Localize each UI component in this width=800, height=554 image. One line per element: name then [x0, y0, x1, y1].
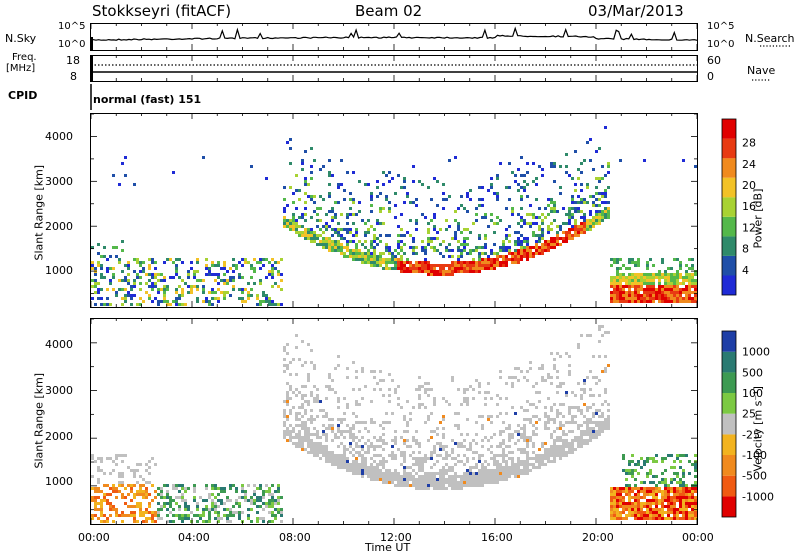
noise-left-tick-top: 10^5	[58, 21, 86, 32]
velocity-heatmap-cells	[91, 325, 697, 523]
power-colorbar-swatch	[722, 138, 736, 159]
velocity-colorbar-swatch	[722, 372, 736, 393]
velocity-ytick-1000: 1000	[45, 475, 73, 488]
velocity-colorbar-frame	[721, 330, 737, 518]
power-colorbar-swatch	[722, 255, 736, 276]
power-colorbar-tick: 16	[742, 200, 756, 213]
velocity-ytick-3000: 3000	[45, 384, 73, 397]
power-ytick-2000: 2000	[45, 220, 73, 233]
noise-sky-trace	[90, 26, 698, 41]
velocity-colorbar-swatch	[722, 413, 736, 435]
power-ytick-1000: 1000	[45, 264, 73, 277]
cpid-label: CPID	[8, 89, 38, 102]
velocity-ytick-2000: 2000	[45, 430, 73, 443]
power-colorbar-tick: 24	[742, 158, 756, 171]
power-colorbar-tick: 8	[742, 243, 749, 256]
noise-right-tick-top: 10^5	[707, 21, 735, 32]
power-ytick-4000: 4000	[45, 130, 73, 143]
power-colorbar-swatch	[722, 216, 736, 237]
power-heatmap-cells	[91, 126, 697, 306]
velocity-colorbar-tick: 25	[742, 408, 756, 421]
cpid-value: normal (fast) 151	[93, 93, 202, 106]
freq-label-1: Freq.	[12, 52, 37, 63]
velocity-colorbar-tick: -1000	[742, 490, 774, 503]
velocity-colorbar-swatch	[722, 475, 736, 497]
velocity-colorbar-swatch	[722, 351, 736, 373]
velocity-ytick-4000: 4000	[45, 338, 73, 351]
date-title: 03/Mar/2013	[588, 2, 684, 20]
noise-search-label: N.Search	[745, 32, 795, 45]
freq-tick-bottom: 8	[70, 70, 77, 83]
nave-tick-top: 60	[707, 54, 721, 67]
power-colorbar-swatch	[722, 236, 736, 256]
velocity-colorbar-tick: -25	[742, 428, 760, 441]
power-colorbar-tick: 28	[742, 137, 756, 150]
power-colorbar-tick: 12	[742, 221, 756, 234]
power-colorbar-tick: 20	[742, 179, 756, 192]
power-ytick-3000: 3000	[45, 175, 73, 188]
power-colorbar-tick: 4	[742, 264, 749, 277]
velocity-colorbar-swatch	[722, 455, 736, 476]
time-tick-3: 12:00	[380, 531, 412, 544]
velocity-colorbar-swatch	[722, 434, 736, 455]
nave-label: Nave	[747, 64, 776, 77]
velocity-colorbar-swatch	[722, 496, 736, 517]
time-tick-1: 04:00	[178, 531, 210, 544]
velocity-colorbar-tick: -100	[742, 449, 767, 462]
velocity-colorbar-tick: 500	[742, 366, 763, 379]
power-colorbar-swatch	[722, 197, 736, 217]
time-tick-6: 00:00	[682, 531, 714, 544]
freq-label-2: [MHz]	[6, 63, 36, 74]
time-axis-label: Time UT	[365, 541, 411, 554]
power-colorbar-frame	[721, 118, 737, 296]
freq-tick-top: 18	[66, 54, 80, 67]
noise-sky-label: N.Sky	[5, 32, 37, 45]
power-colorbar-swatch	[722, 119, 736, 139]
velocity-colorbar-swatch	[722, 331, 736, 352]
power-colorbar-swatch	[722, 177, 736, 198]
nave-tick-bottom: 0	[707, 70, 714, 83]
time-tick-5: 20:00	[582, 531, 614, 544]
power-colorbar-swatch	[722, 275, 736, 295]
velocity-colorbar-tick: -500	[742, 470, 767, 483]
velocity-colorbar-tick: 1000	[742, 346, 770, 359]
time-tick-2: 08:00	[279, 531, 311, 544]
power-colorbar-swatch	[722, 158, 736, 178]
time-tick-0: 00:00	[78, 531, 110, 544]
velocity-colorbar-swatch	[722, 393, 736, 414]
velocity-colorbar-tick: 100	[742, 387, 763, 400]
time-tick-4: 16:00	[481, 531, 513, 544]
noise-right-tick-bottom: 10^0	[707, 39, 735, 50]
beam-title: Beam 02	[355, 2, 423, 20]
station-title: Stokkseyri (fitACF)	[92, 2, 232, 20]
noise-left-tick-bottom: 10^0	[58, 39, 86, 50]
